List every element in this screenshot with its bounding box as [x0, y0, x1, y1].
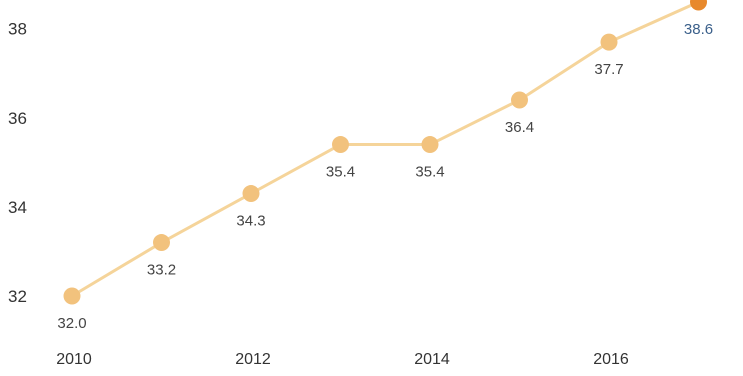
data-point — [690, 0, 707, 11]
data-point — [600, 33, 618, 51]
y-tick-label: 36 — [8, 109, 27, 128]
y-tick-label: 34 — [8, 198, 27, 217]
data-label: 38.6 — [684, 21, 713, 38]
x-tick-label: 2012 — [235, 351, 271, 368]
data-label: 32.0 — [57, 315, 86, 332]
data-point — [63, 287, 81, 305]
data-point — [242, 185, 260, 203]
data-label: 35.4 — [326, 164, 355, 181]
x-tick-label: 2016 — [593, 351, 629, 368]
x-tick-label: 2014 — [414, 351, 450, 368]
data-point — [153, 234, 170, 252]
data-label: 36.4 — [505, 119, 534, 136]
data-label: 37.7 — [594, 61, 623, 78]
data-label: 35.4 — [415, 164, 444, 181]
y-tick-label: 32 — [8, 287, 27, 306]
x-tick-label: 2010 — [56, 351, 92, 368]
data-label: 33.2 — [147, 262, 176, 279]
y-tick-label: 38 — [8, 20, 27, 39]
x-axis: 2010 2012 2014 2016 — [56, 351, 629, 368]
data-point — [511, 91, 528, 109]
series-line — [71, 0, 700, 298]
series-layer: 32.0 33.2 34.3 35.4 35.4 36.4 37.7 38.6 — [57, 0, 713, 332]
y-axis: 32 34 36 38 — [8, 20, 27, 306]
data-label: 34.3 — [236, 213, 265, 230]
data-point — [332, 136, 349, 154]
data-point — [421, 136, 439, 154]
